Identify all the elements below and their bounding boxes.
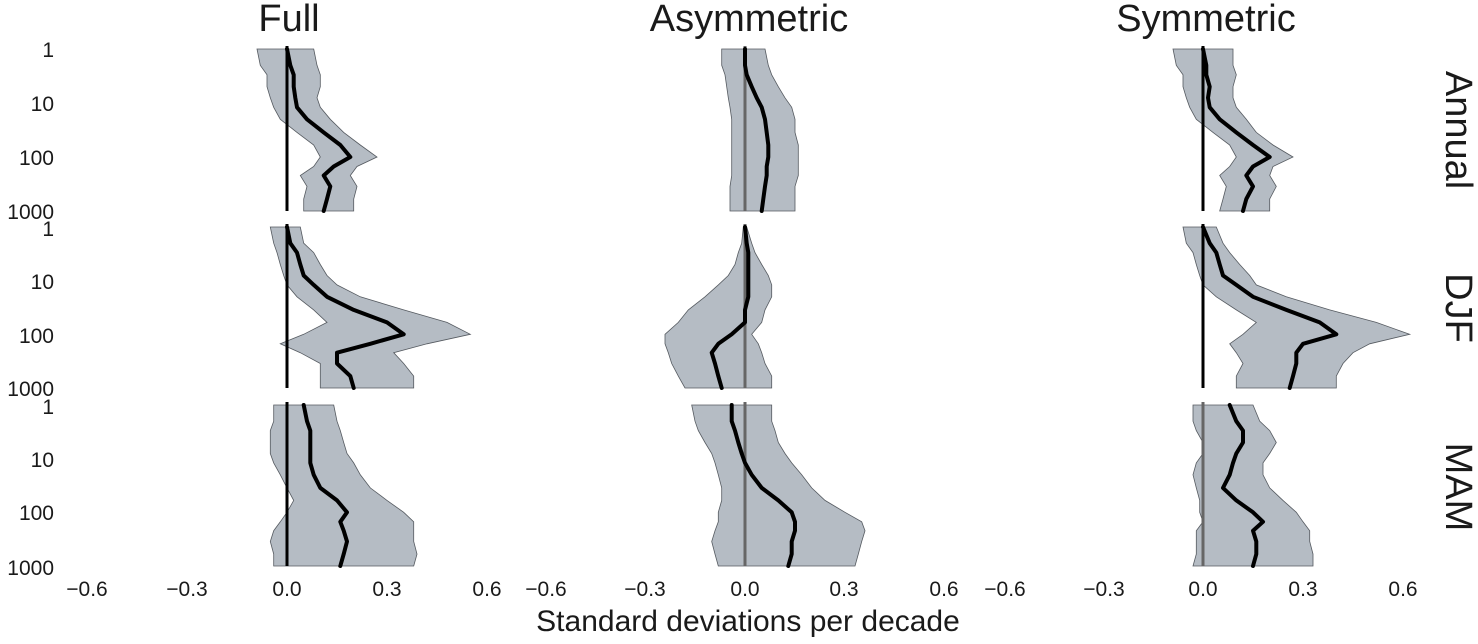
panel-annual-asymmetric: [721, 46, 799, 213]
x-axis-label: Standard deviations per decade: [536, 605, 960, 638]
panel-djf-symmetric: [1182, 224, 1412, 390]
median-line: [285, 47, 353, 213]
x-tick-label: 0.3: [1288, 578, 1317, 601]
x-tick-label: 0.3: [372, 578, 401, 601]
panel-mam-full: [269, 402, 418, 568]
x-tick-label: −0.6: [984, 578, 1025, 601]
col-title-symmetric: Symmetric: [1116, 0, 1295, 40]
confidence-band: [721, 48, 799, 212]
confidence-band: [256, 48, 378, 212]
y-tick-label: 100: [19, 325, 54, 348]
x-tick-label: −0.6: [525, 578, 566, 601]
median-line: [1221, 403, 1265, 568]
y-tick-label: 1: [42, 396, 54, 419]
x-tick-label: 0.0: [272, 578, 301, 601]
x-tick-label: 0.6: [472, 578, 501, 601]
y-tick-label: 100: [19, 147, 54, 170]
x-tick-label: −0.3: [1083, 578, 1124, 601]
panel-annual-full: [256, 46, 378, 213]
y-tick-label: 10: [31, 449, 54, 472]
median-line: [285, 225, 406, 390]
median-line: [301, 403, 349, 568]
y-tick-label: 10: [31, 93, 54, 116]
y-tick-label: 1000: [7, 557, 54, 580]
confidence-band: [269, 404, 418, 567]
row-label-djf: DJF: [1437, 273, 1478, 343]
x-tick-label: 0.6: [1388, 578, 1417, 601]
x-tick-label: −0.3: [624, 578, 665, 601]
panel-djf-full: [269, 224, 472, 390]
panel-annual-symmetric: [1172, 46, 1294, 213]
x-tick-label: −0.6: [66, 578, 107, 601]
panel-mam-symmetric: [1192, 402, 1314, 568]
median-line: [729, 403, 797, 568]
y-tick-label: 100: [19, 502, 54, 525]
row-label-mam: MAM: [1437, 443, 1478, 532]
panel-mam-asymmetric: [691, 402, 866, 568]
confidence-band: [664, 226, 773, 389]
confidence-band: [1192, 404, 1314, 567]
median-line: [743, 47, 771, 213]
median-line: [1201, 225, 1339, 390]
y-tick-label: 1000: [7, 201, 54, 224]
panels: [256, 46, 1412, 568]
x-tick-label: 0.6: [929, 578, 958, 601]
x-tick-label: 0.0: [730, 578, 759, 601]
y-tick-label: 1000: [7, 378, 54, 401]
confidence-band: [691, 404, 866, 567]
median-line: [709, 225, 751, 390]
x-tick-label: 0.3: [829, 578, 858, 601]
x-tick-label: 0.0: [1188, 578, 1217, 601]
x-tick-label: −0.3: [166, 578, 207, 601]
y-tick-label: 10: [31, 271, 54, 294]
confidence-band: [1182, 226, 1412, 389]
panel-djf-asymmetric: [664, 224, 773, 390]
row-label-annual: Annual: [1437, 71, 1478, 189]
col-title-full: Full: [258, 0, 319, 40]
median-line: [1201, 47, 1272, 213]
y-tick-label: 1: [42, 39, 54, 62]
col-title-asymmetric: Asymmetric: [650, 0, 848, 40]
confidence-band: [269, 226, 472, 389]
y-tick-label: 1: [42, 218, 54, 241]
